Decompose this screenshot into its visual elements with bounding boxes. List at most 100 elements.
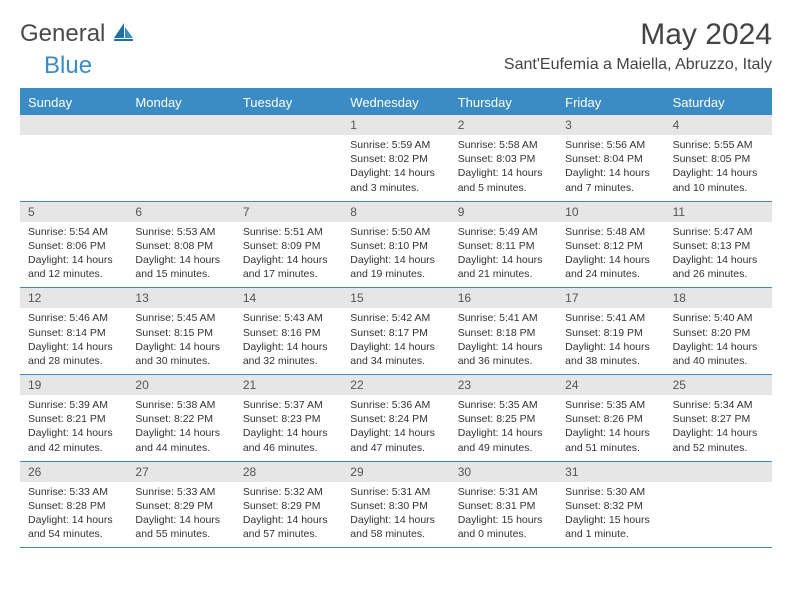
day-number: 15 xyxy=(342,288,449,308)
sunrise-text: Sunrise: 5:48 AM xyxy=(565,225,656,239)
sunrise-text: Sunrise: 5:45 AM xyxy=(135,311,226,325)
day-cell: 29Sunrise: 5:31 AMSunset: 8:30 PMDayligh… xyxy=(342,462,449,548)
day-number: 28 xyxy=(235,462,342,482)
day-cell: 16Sunrise: 5:41 AMSunset: 8:18 PMDayligh… xyxy=(450,288,557,374)
day-info: Sunrise: 5:35 AMSunset: 8:26 PMDaylight:… xyxy=(557,395,664,461)
sunrise-text: Sunrise: 5:41 AM xyxy=(565,311,656,325)
weekday-header: Sunday xyxy=(20,90,127,115)
sunset-text: Sunset: 8:24 PM xyxy=(350,412,441,426)
day-number xyxy=(20,115,127,135)
sunrise-text: Sunrise: 5:37 AM xyxy=(243,398,334,412)
day-info: Sunrise: 5:31 AMSunset: 8:31 PMDaylight:… xyxy=(450,482,557,548)
sunrise-text: Sunrise: 5:47 AM xyxy=(673,225,764,239)
day-cell: 3Sunrise: 5:56 AMSunset: 8:04 PMDaylight… xyxy=(557,115,664,201)
location: Sant'Eufemia a Maiella, Abruzzo, Italy xyxy=(504,56,772,74)
sunset-text: Sunset: 8:16 PM xyxy=(243,326,334,340)
day-number xyxy=(127,115,234,135)
day-cell: 14Sunrise: 5:43 AMSunset: 8:16 PMDayligh… xyxy=(235,288,342,374)
daylight-text: Daylight: 14 hours and 52 minutes. xyxy=(673,426,764,454)
day-info: Sunrise: 5:41 AMSunset: 8:19 PMDaylight:… xyxy=(557,308,664,374)
day-info: Sunrise: 5:32 AMSunset: 8:29 PMDaylight:… xyxy=(235,482,342,548)
sunrise-text: Sunrise: 5:53 AM xyxy=(135,225,226,239)
daylight-text: Daylight: 14 hours and 51 minutes. xyxy=(565,426,656,454)
logo-text-general: General xyxy=(20,20,105,47)
sunrise-text: Sunrise: 5:38 AM xyxy=(135,398,226,412)
day-number: 19 xyxy=(20,375,127,395)
weekday-header: Thursday xyxy=(450,90,557,115)
day-cell: 6 Sunrise: 5:53 AMSunset: 8:08 PMDaylight… xyxy=(127,202,234,288)
sunset-text: Sunset: 8:19 PM xyxy=(565,326,656,340)
day-info: Sunrise: 5:39 AMSunset: 8:21 PMDaylight:… xyxy=(20,395,127,461)
day-cell xyxy=(665,462,772,548)
day-cell xyxy=(235,115,342,201)
day-number: 11 xyxy=(665,202,772,222)
day-info: Sunrise: 5:49 AMSunset: 8:11 PMDaylight:… xyxy=(450,222,557,288)
sunset-text: Sunset: 8:03 PM xyxy=(458,152,549,166)
day-cell: 23Sunrise: 5:35 AMSunset: 8:25 PMDayligh… xyxy=(450,375,557,461)
sunrise-text: Sunrise: 5:35 AM xyxy=(458,398,549,412)
daylight-text: Daylight: 14 hours and 38 minutes. xyxy=(565,340,656,368)
daylight-text: Daylight: 14 hours and 7 minutes. xyxy=(565,166,656,194)
sunrise-text: Sunrise: 5:58 AM xyxy=(458,138,549,152)
sunrise-text: Sunrise: 5:32 AM xyxy=(243,485,334,499)
weekday-header: Saturday xyxy=(665,90,772,115)
day-cell: 8Sunrise: 5:50 AMSunset: 8:10 PMDaylight… xyxy=(342,202,449,288)
day-number: 21 xyxy=(235,375,342,395)
day-number: 17 xyxy=(557,288,664,308)
week-row: 5Sunrise: 5:54 AMSunset: 8:06 PMDaylight… xyxy=(20,202,772,289)
day-info: Sunrise: 5:58 AMSunset: 8:03 PMDaylight:… xyxy=(450,135,557,201)
daylight-text: Daylight: 14 hours and 47 minutes. xyxy=(350,426,441,454)
day-number: 6 xyxy=(127,202,234,222)
sunrise-text: Sunrise: 5:30 AM xyxy=(565,485,656,499)
day-info: Sunrise: 5:36 AMSunset: 8:24 PMDaylight:… xyxy=(342,395,449,461)
day-cell: 30Sunrise: 5:31 AMSunset: 8:31 PMDayligh… xyxy=(450,462,557,548)
logo-sail-icon xyxy=(114,20,134,48)
day-number: 7 xyxy=(235,202,342,222)
daylight-text: Daylight: 14 hours and 24 minutes. xyxy=(565,253,656,281)
daylight-text: Daylight: 14 hours and 26 minutes. xyxy=(673,253,764,281)
day-cell: 28Sunrise: 5:32 AMSunset: 8:29 PMDayligh… xyxy=(235,462,342,548)
day-info: Sunrise: 5:34 AMSunset: 8:27 PMDaylight:… xyxy=(665,395,772,461)
daylight-text: Daylight: 14 hours and 15 minutes. xyxy=(135,253,226,281)
title-block: May 2024 Sant'Eufemia a Maiella, Abruzzo… xyxy=(504,18,772,74)
day-info: Sunrise: 5:47 AMSunset: 8:13 PMDaylight:… xyxy=(665,222,772,288)
day-cell: 17Sunrise: 5:41 AMSunset: 8:19 PMDayligh… xyxy=(557,288,664,374)
day-cell: 1Sunrise: 5:59 AMSunset: 8:02 PMDaylight… xyxy=(342,115,449,201)
day-info: Sunrise: 5:35 AMSunset: 8:25 PMDaylight:… xyxy=(450,395,557,461)
month-title: May 2024 xyxy=(504,18,772,52)
daylight-text: Daylight: 14 hours and 36 minutes. xyxy=(458,340,549,368)
daylight-text: Daylight: 14 hours and 49 minutes. xyxy=(458,426,549,454)
sunset-text: Sunset: 8:25 PM xyxy=(458,412,549,426)
sunrise-text: Sunrise: 5:51 AM xyxy=(243,225,334,239)
day-info: Sunrise: 5:51 AMSunset: 8:09 PMDaylight:… xyxy=(235,222,342,288)
daylight-text: Daylight: 14 hours and 44 minutes. xyxy=(135,426,226,454)
day-number: 24 xyxy=(557,375,664,395)
sunrise-text: Sunrise: 5:35 AM xyxy=(565,398,656,412)
day-number: 31 xyxy=(557,462,664,482)
day-cell: 26Sunrise: 5:33 AMSunset: 8:28 PMDayligh… xyxy=(20,462,127,548)
day-number: 16 xyxy=(450,288,557,308)
sunrise-text: Sunrise: 5:50 AM xyxy=(350,225,441,239)
daylight-text: Daylight: 14 hours and 21 minutes. xyxy=(458,253,549,281)
day-number: 27 xyxy=(127,462,234,482)
day-number: 3 xyxy=(557,115,664,135)
weeks-container: 1Sunrise: 5:59 AMSunset: 8:02 PMDaylight… xyxy=(20,115,772,548)
sunset-text: Sunset: 8:27 PM xyxy=(673,412,764,426)
day-cell: 2Sunrise: 5:58 AMSunset: 8:03 PMDaylight… xyxy=(450,115,557,201)
daylight-text: Daylight: 15 hours and 0 minutes. xyxy=(458,513,549,541)
week-row: 26Sunrise: 5:33 AMSunset: 8:28 PMDayligh… xyxy=(20,462,772,549)
day-number: 4 xyxy=(665,115,772,135)
day-number: 8 xyxy=(342,202,449,222)
day-number: 26 xyxy=(20,462,127,482)
day-info: Sunrise: 5:40 AMSunset: 8:20 PMDaylight:… xyxy=(665,308,772,374)
daylight-text: Daylight: 14 hours and 28 minutes. xyxy=(28,340,119,368)
sunset-text: Sunset: 8:08 PM xyxy=(135,239,226,253)
day-number: 25 xyxy=(665,375,772,395)
sunset-text: Sunset: 8:28 PM xyxy=(28,499,119,513)
day-info: Sunrise: 5:37 AMSunset: 8:23 PMDaylight:… xyxy=(235,395,342,461)
day-number: 5 xyxy=(20,202,127,222)
day-info: Sunrise: 5:31 AMSunset: 8:30 PMDaylight:… xyxy=(342,482,449,548)
day-number: 23 xyxy=(450,375,557,395)
sunset-text: Sunset: 8:10 PM xyxy=(350,239,441,253)
sunrise-text: Sunrise: 5:41 AM xyxy=(458,311,549,325)
